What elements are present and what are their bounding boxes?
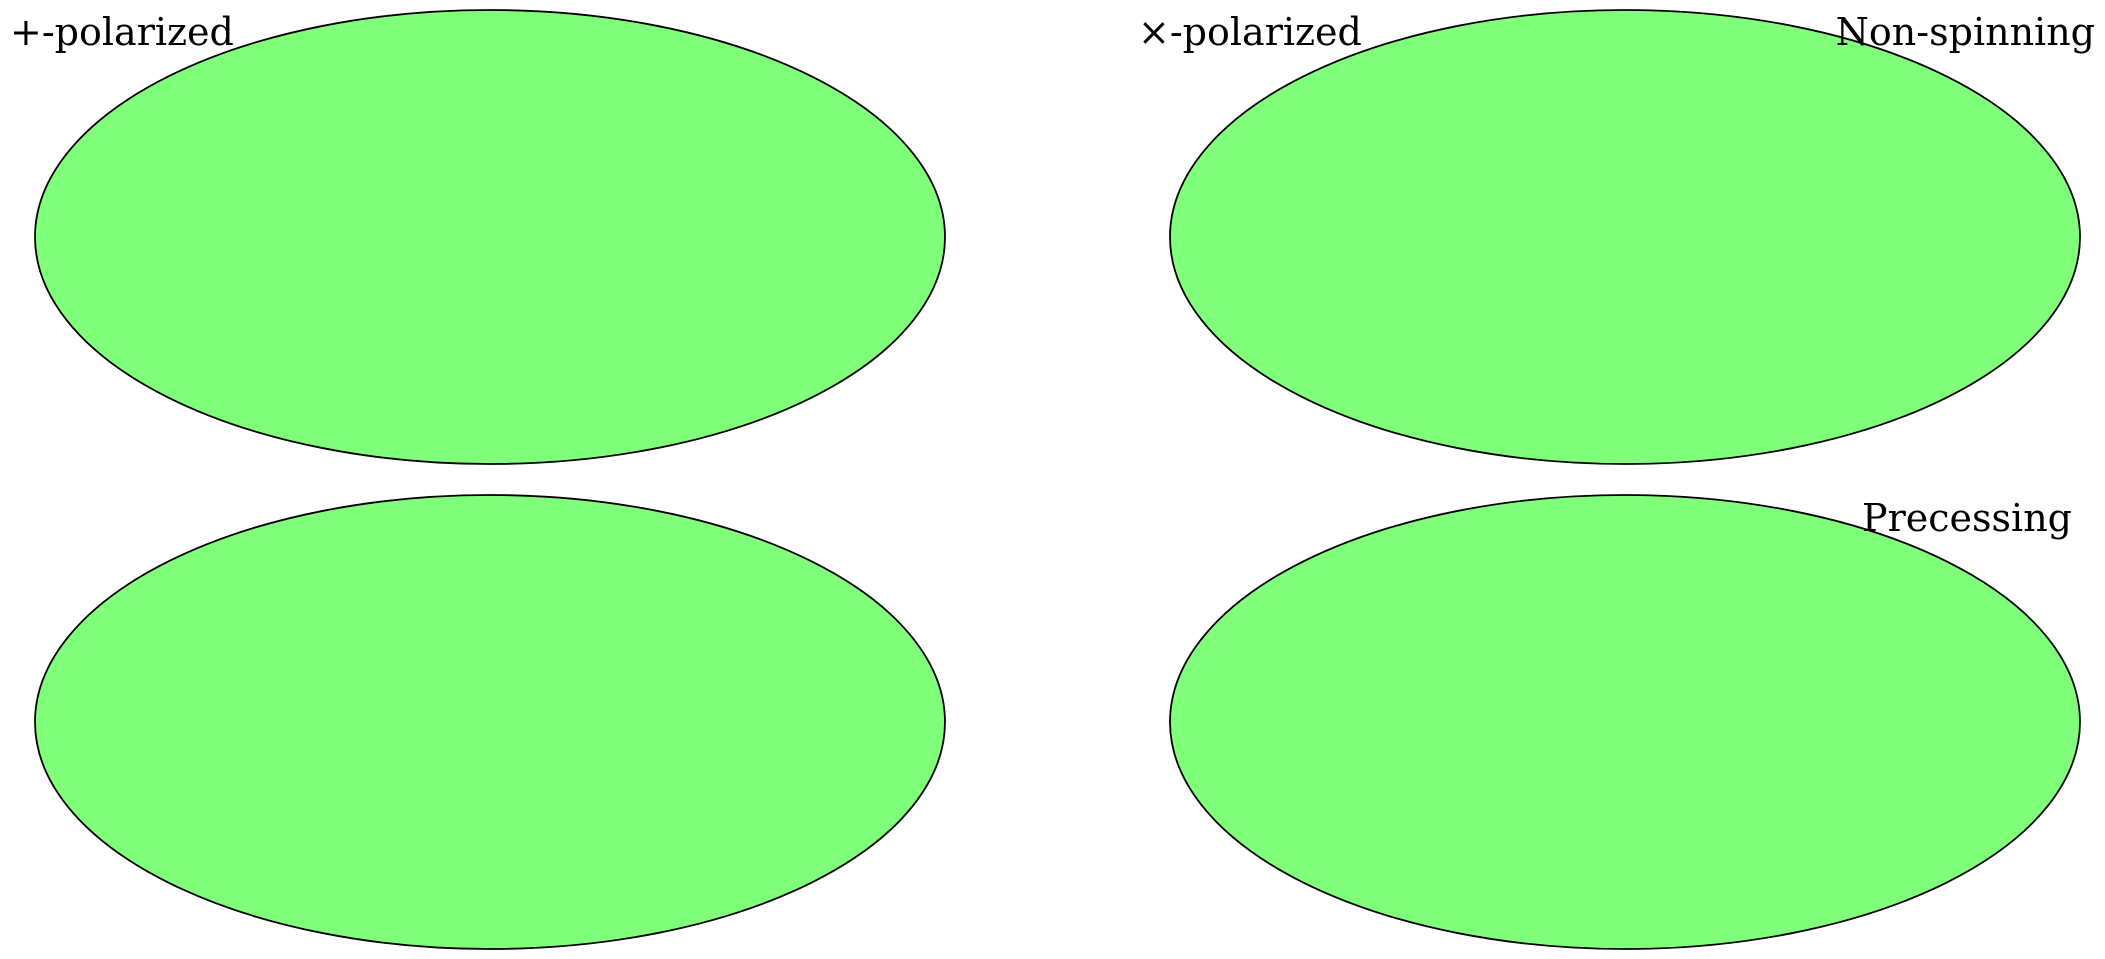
skymap-ellipse xyxy=(34,494,946,950)
skymap-ellipse xyxy=(34,9,946,465)
panel-plus-nonspinning xyxy=(34,9,946,465)
skymap-ellipse xyxy=(1169,9,2081,465)
column-label-cross: ×-polarized xyxy=(1138,10,1362,54)
skymap-ellipse xyxy=(1169,494,2081,950)
row-label-nonspinning: Non-spinning xyxy=(1836,10,2095,54)
panel-cross-nonspinning xyxy=(1169,9,2081,465)
panel-cross-precessing xyxy=(1169,494,2081,950)
row-label-precessing: Precessing xyxy=(1862,496,2072,540)
column-label-plus: +-polarized xyxy=(10,10,234,54)
panel-plus-precessing xyxy=(34,494,946,950)
